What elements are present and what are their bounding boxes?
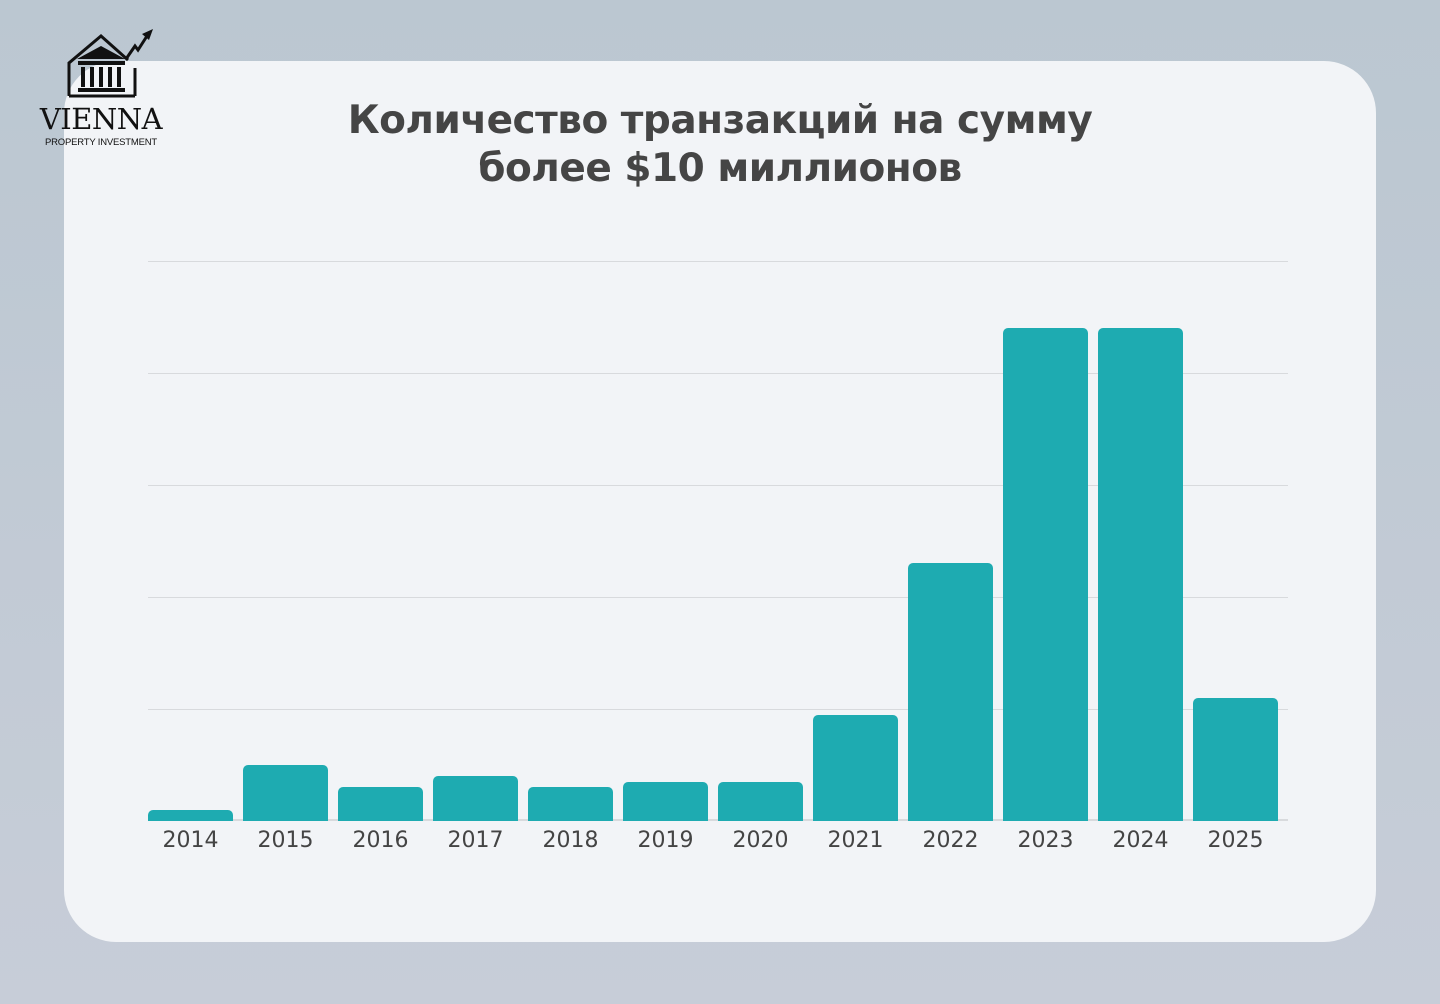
bar-2021 bbox=[813, 714, 898, 821]
gridline bbox=[148, 373, 1288, 374]
brand-logo: VIENNA PROPERTY INVESTMENT bbox=[34, 26, 168, 150]
gridline bbox=[148, 709, 1288, 710]
chart-title-line-1: Количество транзакций на сумму bbox=[347, 98, 1093, 143]
gridline bbox=[148, 261, 1288, 262]
x-tick-label: 2014 bbox=[162, 828, 219, 853]
bar-2020 bbox=[718, 781, 803, 821]
x-tick-label: 2022 bbox=[922, 828, 979, 853]
x-tick-label: 2019 bbox=[637, 828, 694, 853]
bar-2018 bbox=[528, 787, 613, 821]
gridline bbox=[148, 485, 1288, 486]
bar-2024 bbox=[1098, 328, 1183, 821]
chart-title: Количество транзакций на сумму более $10… bbox=[220, 97, 1220, 193]
x-tick-label: 2020 bbox=[732, 828, 789, 853]
bar-2025 bbox=[1193, 697, 1278, 821]
x-tick-label: 2021 bbox=[827, 828, 884, 853]
chart-title-line-2: более $10 миллионов bbox=[478, 146, 962, 191]
x-tick-label: 2023 bbox=[1017, 828, 1074, 853]
x-tick-label: 2024 bbox=[1112, 828, 1169, 853]
x-tick-label: 2017 bbox=[447, 828, 504, 853]
plot-area bbox=[148, 261, 1288, 821]
gridline bbox=[148, 597, 1288, 598]
x-tick-label: 2015 bbox=[257, 828, 314, 853]
building-with-rising-arrow-icon bbox=[67, 29, 153, 98]
bar-2019 bbox=[623, 781, 708, 821]
x-tick-label: 2018 bbox=[542, 828, 599, 853]
brand-tagline: PROPERTY INVESTMENT bbox=[45, 137, 157, 148]
bar-2017 bbox=[433, 776, 518, 821]
brand-name: VIENNA bbox=[39, 102, 163, 136]
bar-2015 bbox=[243, 765, 328, 821]
bar-2016 bbox=[338, 787, 423, 821]
bar-2014 bbox=[148, 809, 233, 821]
x-tick-label: 2016 bbox=[352, 828, 409, 853]
x-tick-label: 2025 bbox=[1207, 828, 1264, 853]
bar-2023 bbox=[1003, 328, 1088, 821]
bar-2022 bbox=[908, 563, 993, 821]
